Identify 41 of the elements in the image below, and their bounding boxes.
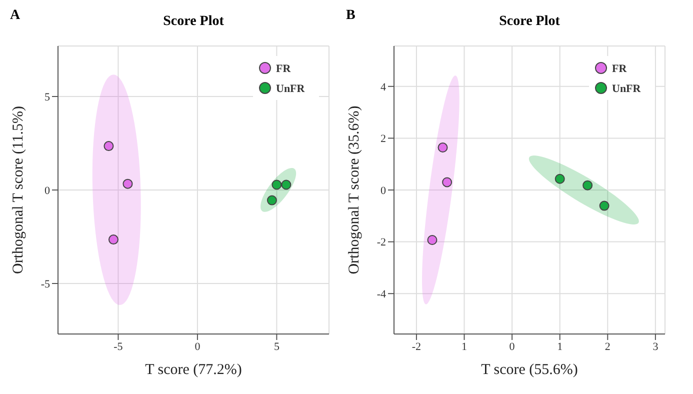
y-tick-label: -4 [376, 288, 386, 300]
y-tick-label: -2 [376, 236, 386, 249]
x-tick-label: -2 [412, 340, 422, 353]
x-tick-label: 3 [652, 340, 659, 353]
x-axis-title: T score (77.2%) [145, 362, 242, 378]
y-axis-title: Orthogonal T score (35.6%) [346, 106, 362, 274]
chart-title: Score Plot [498, 14, 561, 30]
y-tick-label: 4 [380, 81, 386, 94]
point [438, 142, 448, 153]
point [599, 200, 610, 211]
x-axis-title: T score (55.6%) [481, 362, 578, 378]
x-tick-label: 1 [557, 340, 563, 353]
x-tick-label: 1 [462, 340, 468, 353]
legend-label: UnFR [276, 83, 306, 95]
legend-label: FR [612, 63, 628, 75]
y-tick-label: 0 [44, 184, 50, 197]
x-tick-label: 0 [509, 340, 516, 353]
point [122, 178, 133, 189]
legend-label: FR [276, 63, 292, 75]
x-tick-label: 5 [274, 340, 280, 353]
point [582, 180, 593, 190]
point [427, 234, 438, 245]
y-tick-label: 2 [380, 133, 386, 146]
x-tick-label: 2 [604, 340, 610, 353]
text: A [10, 8, 20, 24]
point [442, 177, 452, 188]
text: B [346, 8, 356, 24]
x-tick-label: -5 [114, 340, 124, 353]
point [281, 180, 292, 190]
point [104, 141, 114, 152]
y-axis-title: Orthogonal T score (11.5%) [10, 106, 26, 274]
point [554, 174, 565, 184]
y-tick-label: -5 [40, 278, 50, 290]
legend-label: UnFR [612, 83, 642, 95]
y-tick-label: 0 [380, 184, 386, 197]
point [266, 195, 277, 206]
point [272, 180, 282, 190]
y-tick-label: 5 [44, 91, 50, 104]
chart-title: Score Plot [162, 14, 225, 30]
point [108, 234, 118, 245]
x-tick-label: 0 [194, 340, 201, 353]
